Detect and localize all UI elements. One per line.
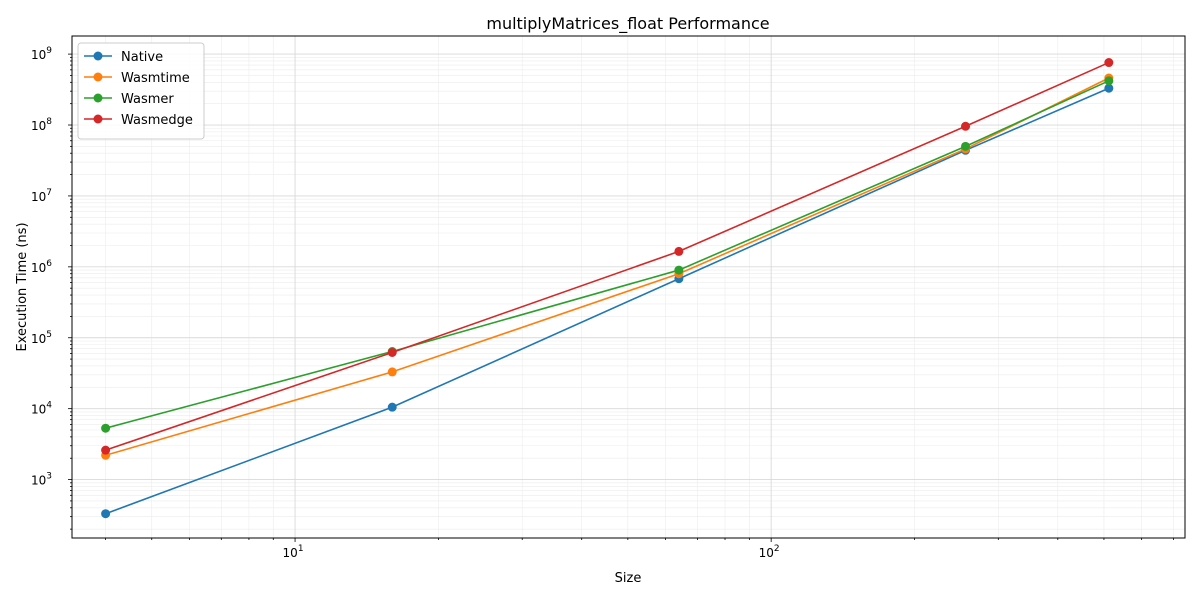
- y-axis: 103 104 105 106 107 108 109: [31, 46, 72, 530]
- x-axis: 101 102: [105, 538, 1174, 560]
- legend-label: Wasmedge: [121, 113, 193, 128]
- legend-item-wasmer: Wasmer: [84, 92, 174, 107]
- legend-marker: [93, 93, 103, 103]
- data-point-wasmedge: [387, 347, 397, 357]
- y-tick-label: 105: [31, 330, 52, 346]
- grid-minor: [72, 36, 1185, 538]
- legend-marker: [93, 72, 103, 82]
- series-layer: [101, 58, 1114, 519]
- series-wasmedge: [101, 58, 1114, 455]
- data-point-native: [1104, 83, 1114, 93]
- legend-label: Native: [121, 50, 163, 65]
- legend-item-wasmtime: Wasmtime: [84, 71, 190, 86]
- y-tick-label: 109: [31, 46, 52, 62]
- data-point-wasmer: [674, 265, 684, 275]
- data-point-wasmedge: [961, 121, 971, 131]
- data-point-wasmedge: [1104, 58, 1114, 68]
- data-point-native: [101, 509, 111, 519]
- data-point-wasmer: [1104, 76, 1114, 86]
- legend: Native Wasmtime Wasmer Wasmedge: [77, 42, 205, 140]
- y-axis-label: Execution Time (ns): [15, 222, 30, 351]
- legend-item-wasmedge: Wasmedge: [84, 113, 193, 128]
- data-point-wasmer: [101, 423, 111, 433]
- y-tick-label: 106: [31, 259, 52, 275]
- x-tick-label: 102: [759, 544, 780, 560]
- chart-title: multiplyMatrices_float Performance: [486, 14, 769, 34]
- legend-marker: [93, 114, 103, 124]
- y-tick-label: 104: [31, 401, 52, 417]
- data-point-wasmer: [961, 141, 971, 151]
- data-point-native: [387, 402, 397, 412]
- data-point-wasmedge: [101, 445, 111, 455]
- legend-label: Wasmer: [121, 92, 174, 107]
- x-axis-label: Size: [615, 571, 642, 586]
- data-point-wasmedge: [674, 246, 684, 256]
- plot-frame: [71, 35, 1186, 539]
- legend-box: [77, 42, 205, 140]
- legend-item-native: Native: [84, 50, 163, 65]
- data-point-wasmtime: [387, 367, 397, 377]
- y-tick-label: 107: [31, 188, 52, 204]
- x-tick-label: 101: [283, 544, 304, 560]
- y-tick-label: 108: [31, 117, 52, 133]
- y-tick-label: 103: [31, 472, 52, 488]
- grid-major: [72, 36, 1185, 538]
- legend-label: Wasmtime: [121, 71, 190, 86]
- legend-marker: [93, 51, 103, 61]
